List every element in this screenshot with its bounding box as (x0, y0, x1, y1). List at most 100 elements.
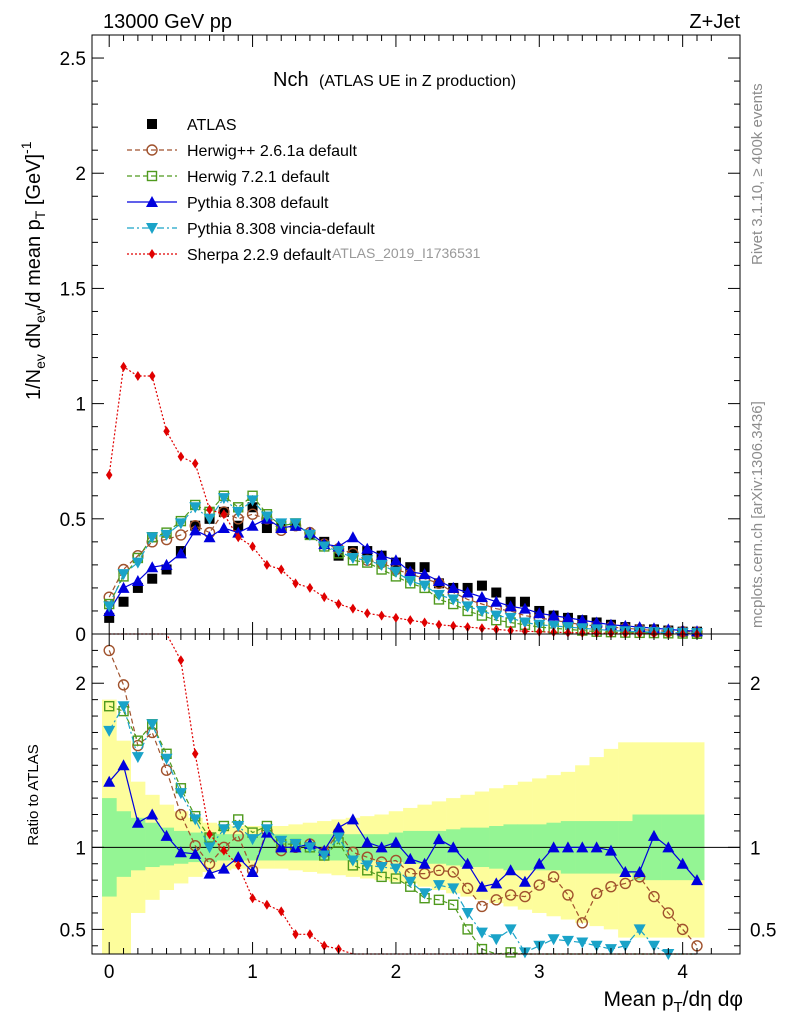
main-sherpa-point (392, 612, 400, 623)
x-tick-label: 1 (247, 962, 258, 983)
ratio-herwig261-point (648, 890, 660, 903)
main-sherpa-point (263, 559, 271, 570)
main-y-tick-labels: 0 0.5 1 1.5 2 2.5 (60, 49, 86, 646)
main-vincia-point (146, 532, 159, 544)
ylabel-part-8: -1 (18, 141, 34, 154)
main-plot: ATLAS_2019_I1736531 0 0.5 1 1.5 2 2.5 Nch (AT… (18, 34, 741, 646)
main-pythia-point (461, 586, 474, 598)
ratio-vincia-point (461, 907, 474, 919)
main-sherpa-point (378, 610, 385, 621)
x-tick-label: 2 (391, 962, 402, 983)
main-sherpa-point (277, 564, 285, 575)
ratio-herwig261-point (576, 917, 589, 929)
ratio-pythia-point (146, 808, 159, 820)
ratio-sherpa-point (320, 940, 328, 951)
ratio-pythia-point (246, 865, 259, 877)
ratio-vincia-point (303, 842, 316, 854)
ratio-pythia-point (475, 880, 488, 892)
ratio-pythia-point (418, 857, 431, 869)
main-sherpa-point (292, 578, 299, 589)
main-vincia-point (160, 529, 173, 541)
ratio-sherpa-point (177, 655, 185, 666)
ratio-y-axis-label: Ratio to ATLAS (25, 744, 42, 845)
ratio-herwig261-point (619, 877, 632, 890)
main-series-sherpa (105, 361, 701, 639)
main-sherpa-point (435, 619, 443, 630)
ratio-y-tick-label-right: 1 (750, 838, 761, 859)
ratio-herwig261-point (490, 894, 502, 906)
legend-label-pythia: Pythia 8.308 default (187, 195, 329, 212)
ratio-sherpa-point (292, 929, 299, 940)
ylabel-part-2: ev (32, 354, 48, 369)
ratio-sherpa-point (306, 929, 314, 940)
main-sherpa-point (320, 592, 328, 603)
main-sherpa-point (464, 622, 471, 633)
main-pythia-point (217, 522, 230, 534)
ratio-herwig261-point (590, 887, 603, 899)
main-vincia-point (232, 506, 245, 518)
main-vincia-point (217, 493, 230, 505)
main-vincia-point (461, 601, 474, 613)
xlabel-part-2: T (674, 999, 683, 1016)
main-pythia-point (189, 524, 202, 536)
ratio-axis-ticks (92, 634, 740, 954)
ratio-herwig261-point (662, 907, 675, 919)
ratio-pythia-point (447, 841, 460, 853)
ratio-vincia-point (504, 924, 517, 936)
legend-item-herwig261: Herwig++ 2.6.1a default (127, 143, 357, 160)
legend-marker-sherpa (148, 249, 156, 259)
main-sherpa-point (306, 582, 314, 593)
main-vincia-point (504, 612, 517, 624)
main-pythia-point (475, 591, 488, 603)
analysis-watermark: ATLAS_2019_I1736531 (332, 245, 481, 261)
main-atlas-point (519, 596, 530, 607)
main-herwig261-point (246, 508, 259, 520)
ratio-vincia-point (619, 940, 632, 952)
main-sherpa-point (134, 370, 142, 381)
main-vincia-point (260, 511, 273, 523)
ratio-sherpa-point (277, 906, 285, 917)
ratio-herwig721-point (448, 899, 459, 910)
x-tick-labels: 0 1 2 3 4 (104, 962, 688, 983)
ratio-herwig721-point (505, 947, 516, 958)
ratio-sherpa-point (263, 899, 271, 910)
ratio-pythia-point (375, 841, 388, 853)
main-pythia-point (146, 561, 159, 573)
main-vincia-point (275, 518, 288, 530)
ratio-vincia-point (189, 814, 202, 826)
main-vincia-point (432, 589, 445, 601)
main-sherpa-point (177, 451, 185, 462)
main-pythia-point (418, 568, 431, 580)
ratio-pythia-point (131, 816, 144, 828)
ratio-sherpa-point (249, 893, 256, 904)
main-vincia-point (475, 605, 488, 617)
legend-label-herwig721: Herwig 7.2.1 default (187, 169, 330, 186)
main-vincia-point (103, 601, 116, 613)
ratio-pythia-point (518, 875, 531, 887)
ratio-herwig261-point (562, 889, 574, 901)
main-pythia-point (504, 600, 517, 612)
ratio-y-tick-label-left: 1 (75, 838, 86, 859)
ratio-pythia-point (690, 874, 703, 886)
main-sherpa-point (163, 426, 170, 437)
main-vincia-point (490, 610, 503, 622)
main-sherpa-point (421, 617, 428, 628)
ratio-pythia-point (217, 862, 230, 874)
legend-item-vincia: Pythia 8.308 vincia-default (127, 221, 375, 238)
ylabel-part-7: [GeV] (23, 154, 45, 211)
ratio-y-tick-label-right: 2 (750, 674, 761, 695)
ratio-vincia-point (547, 934, 560, 946)
ratio-vincia-point (375, 862, 388, 874)
ratio-vincia-point (103, 725, 116, 737)
ratio-pythia-point (647, 829, 660, 841)
ratio-herwig261-point (447, 866, 459, 878)
main-atlas-point (491, 587, 502, 598)
main-vincia-point (318, 541, 331, 553)
ratio-band-green (145, 822, 160, 868)
ratio-vincia-point (246, 834, 259, 846)
ratio-y-tick-labels: 0.5 0.5 1 1 2 2 (60, 674, 777, 941)
ratio-herwig261-point (519, 890, 531, 903)
ratio-herwig261-point (433, 864, 445, 877)
header-process-label: Z+Jet (689, 11, 740, 33)
ratio-herwig261-point (504, 889, 517, 901)
